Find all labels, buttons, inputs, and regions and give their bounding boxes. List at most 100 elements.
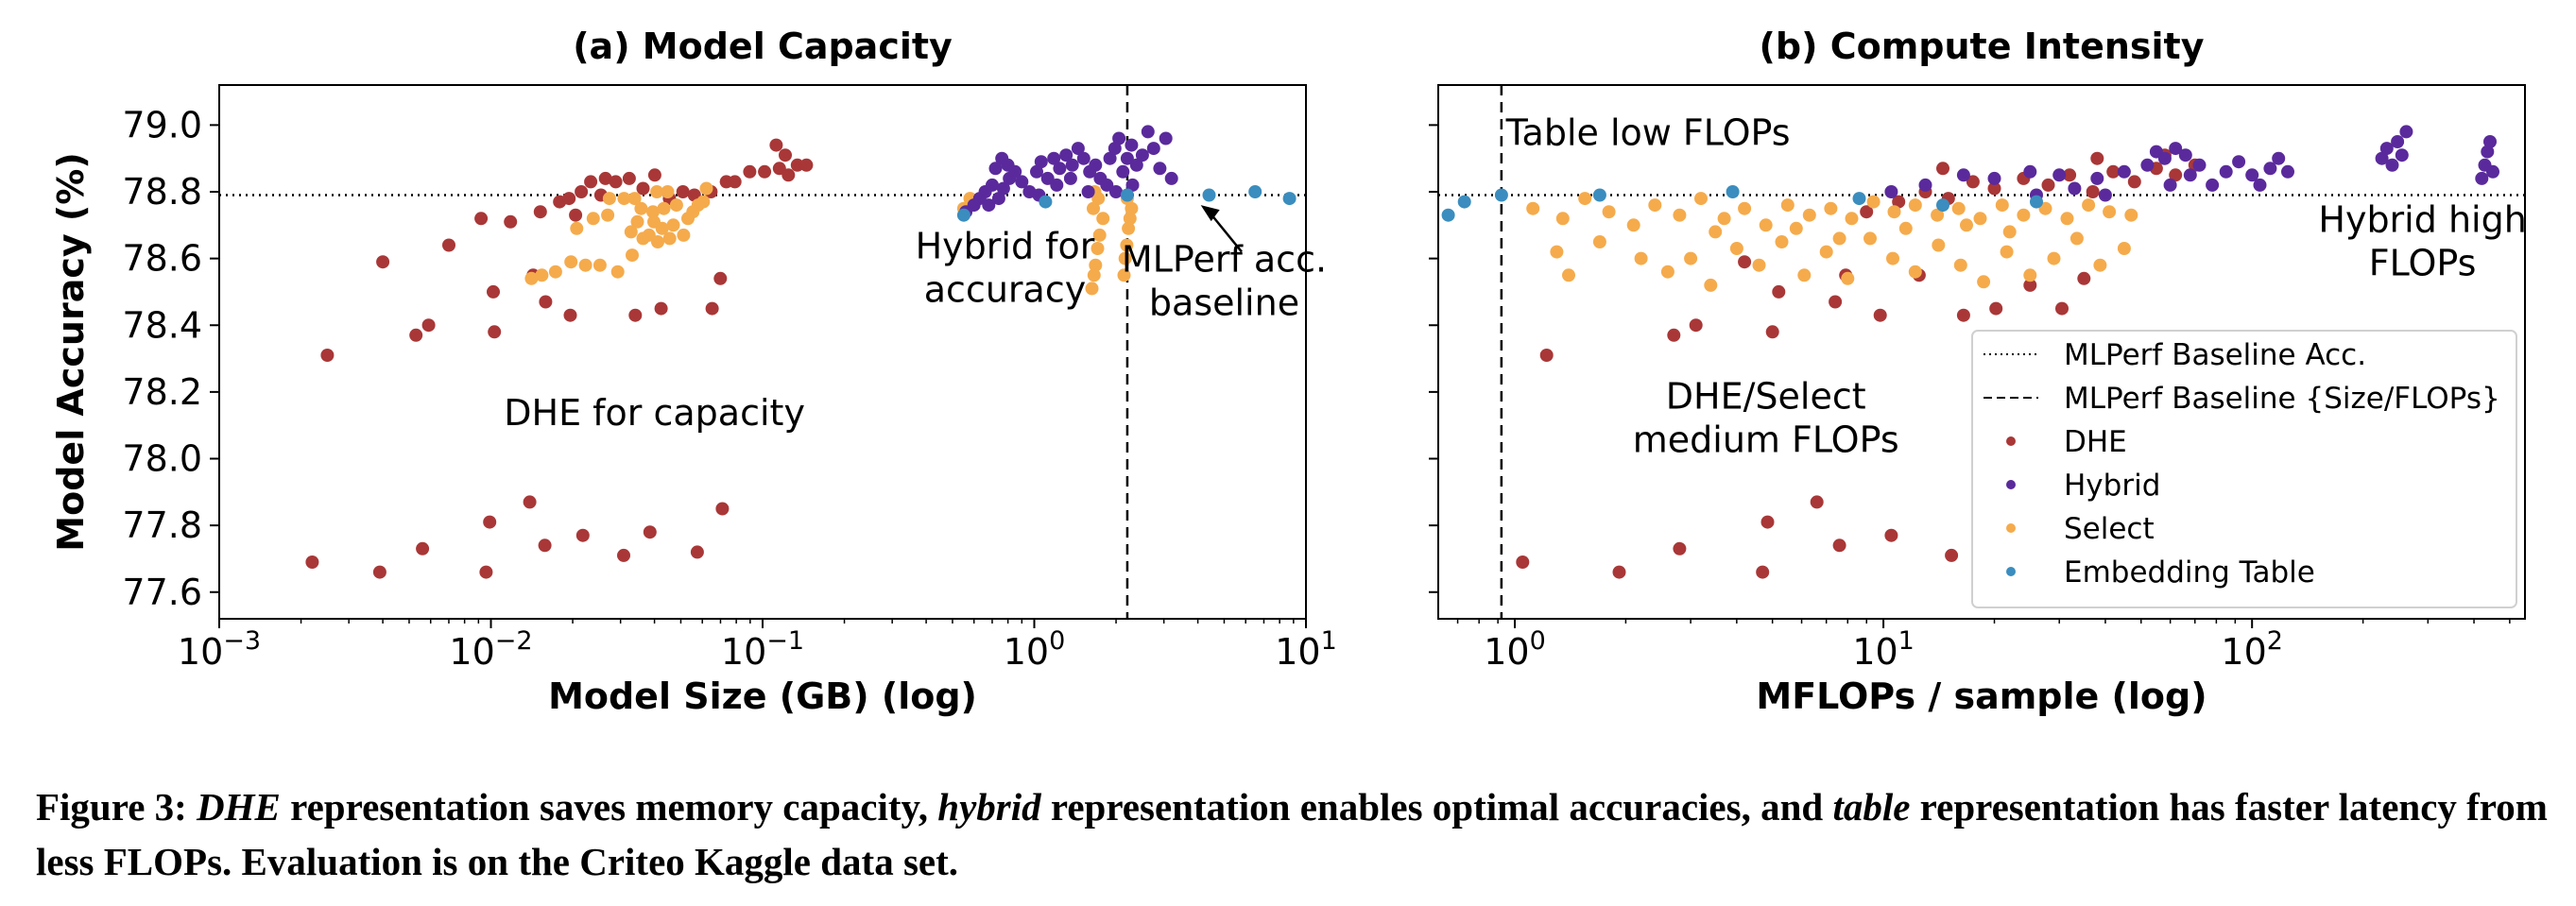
annotation-text: MLPerf acc. bbox=[1122, 239, 1327, 281]
data-point bbox=[1760, 515, 1775, 529]
data-point bbox=[1887, 205, 1901, 219]
data-point bbox=[1129, 158, 1143, 172]
data-point bbox=[1684, 251, 1698, 265]
data-point bbox=[1008, 164, 1022, 179]
data-point bbox=[1092, 228, 1107, 242]
data-point bbox=[647, 168, 661, 182]
data-point bbox=[1087, 201, 1100, 215]
caption-text-2: representation enables optimal accuracie… bbox=[1040, 785, 1833, 829]
annotation-text: DHE/Select bbox=[1666, 376, 1866, 418]
data-point bbox=[1089, 258, 1103, 272]
data-point bbox=[1797, 268, 1812, 282]
data-point bbox=[1726, 185, 1740, 198]
data-point bbox=[728, 175, 742, 189]
data-point bbox=[1109, 185, 1123, 198]
data-point bbox=[2077, 271, 2091, 285]
y-tick-label: 78.4 bbox=[122, 304, 202, 346]
data-point bbox=[1977, 275, 1991, 289]
data-point bbox=[690, 545, 704, 559]
data-point bbox=[654, 301, 668, 316]
data-point bbox=[601, 208, 615, 222]
data-point bbox=[2486, 164, 2499, 179]
data-point bbox=[1626, 218, 1640, 232]
data-point bbox=[779, 148, 792, 162]
data-point bbox=[2399, 125, 2413, 139]
data-point bbox=[1118, 251, 1132, 265]
data-point bbox=[1125, 201, 1139, 215]
data-point bbox=[2379, 142, 2394, 156]
annotation-text: Hybrid for bbox=[916, 226, 1095, 267]
x-tick-label: 102 bbox=[2221, 626, 2283, 673]
data-point bbox=[421, 318, 436, 333]
data-point bbox=[1135, 148, 1149, 162]
data-point bbox=[1634, 251, 1648, 265]
data-point bbox=[624, 225, 638, 239]
data-point bbox=[2281, 164, 2294, 179]
data-point bbox=[646, 205, 660, 219]
data-point bbox=[705, 301, 719, 316]
data-point bbox=[1164, 171, 1178, 185]
chart-panel-model-capacity: (a) Model Capacity DHE for capacity Hybrid… bbox=[50, 26, 1337, 717]
annotation-text: accuracy bbox=[924, 269, 1086, 311]
data-point bbox=[2206, 178, 2220, 192]
data-point bbox=[758, 164, 772, 179]
caption-term-hybrid: hybrid bbox=[937, 785, 1041, 829]
legend-swatch-marker bbox=[2006, 436, 2016, 446]
data-point bbox=[1756, 565, 1770, 579]
data-point bbox=[2140, 158, 2155, 172]
data-point bbox=[523, 495, 537, 509]
data-point bbox=[2093, 258, 2107, 272]
data-point bbox=[1040, 171, 1055, 185]
legend-label: MLPerf Baseline {Size/FLOPs} bbox=[2064, 382, 2500, 416]
caption-term-dhe: DHE bbox=[197, 785, 281, 829]
data-point bbox=[2023, 278, 2037, 292]
data-point bbox=[1717, 212, 1731, 226]
data-point bbox=[1908, 265, 1922, 279]
data-point bbox=[1120, 238, 1134, 252]
data-point bbox=[1908, 198, 1922, 213]
plot-frame bbox=[1437, 84, 2526, 620]
data-point bbox=[1039, 195, 1053, 209]
data-point bbox=[442, 238, 455, 252]
y-tick-label: 78.6 bbox=[122, 238, 202, 280]
data-point bbox=[575, 185, 589, 198]
data-point bbox=[1936, 198, 1949, 213]
data-point bbox=[628, 308, 643, 322]
data-point bbox=[1550, 245, 1564, 259]
data-point bbox=[1660, 265, 1674, 279]
data-point bbox=[2041, 178, 2055, 192]
data-point bbox=[2183, 168, 2197, 182]
annotation-text: Table low FLOPs bbox=[1505, 112, 1791, 154]
data-point bbox=[647, 214, 661, 229]
data-point bbox=[504, 214, 518, 229]
data-point bbox=[1053, 162, 1067, 176]
data-point bbox=[1931, 208, 1945, 222]
data-point bbox=[1845, 212, 1859, 226]
figure-caption: Figure 3: DHE representation saves memor… bbox=[36, 779, 2550, 889]
data-point bbox=[2391, 135, 2405, 148]
data-point bbox=[376, 255, 390, 269]
data-point bbox=[956, 208, 970, 222]
data-point bbox=[1050, 178, 1064, 192]
annotation-text: medium FLOPs bbox=[1633, 419, 1899, 460]
data-point bbox=[2052, 168, 2067, 182]
data-point bbox=[416, 541, 430, 556]
data-point bbox=[533, 205, 547, 219]
series-hybrid bbox=[1884, 125, 2499, 202]
data-point bbox=[1989, 301, 2003, 316]
legend-label: DHE bbox=[2064, 425, 2127, 459]
data-point bbox=[666, 218, 680, 232]
data-point bbox=[2002, 225, 2017, 239]
data-point bbox=[1125, 138, 1139, 152]
data-point bbox=[1892, 195, 1906, 209]
data-point bbox=[617, 548, 630, 562]
data-point bbox=[1065, 158, 1079, 172]
data-point bbox=[535, 268, 549, 282]
legend-swatch-marker bbox=[2006, 523, 2016, 533]
data-point bbox=[563, 308, 577, 322]
data-point bbox=[1884, 185, 1898, 198]
data-point bbox=[320, 349, 335, 362]
legend-swatch-marker bbox=[2006, 480, 2016, 489]
x-tick-label: 101 bbox=[1275, 626, 1337, 673]
y-tick-label: 79.0 bbox=[122, 104, 202, 145]
